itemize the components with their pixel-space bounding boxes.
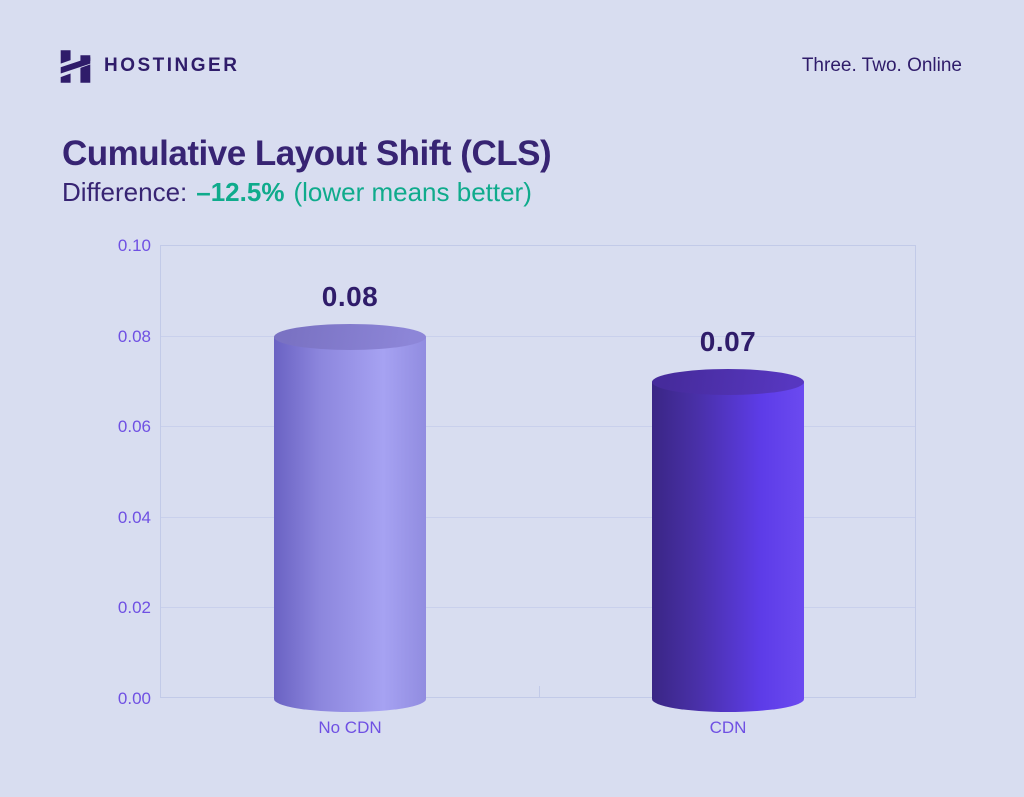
chart-title: Cumulative Layout Shift (CLS) bbox=[62, 134, 552, 173]
x-tick-label-cdn: CDN bbox=[709, 718, 747, 737]
y-tick-label: 0.04 bbox=[117, 508, 151, 527]
brand-name: HOSTINGER bbox=[104, 55, 240, 76]
gridline bbox=[161, 607, 915, 608]
subtitle-note: (lower means better) bbox=[293, 177, 532, 207]
brand: HOSTINGER bbox=[60, 49, 240, 83]
y-tick-label: 0.08 bbox=[117, 327, 151, 346]
y-tick-label: 0.06 bbox=[117, 417, 151, 436]
x-axis-tick bbox=[539, 686, 540, 697]
subtitle-prefix: Difference: bbox=[62, 177, 188, 207]
gridline bbox=[161, 517, 915, 518]
bar-cylinder-cdn-body bbox=[652, 382, 804, 699]
bar-value-label-cdn: 0.07 bbox=[699, 326, 757, 357]
hostinger-logo-icon bbox=[60, 49, 91, 83]
y-tick-label: 0.02 bbox=[117, 598, 151, 617]
bar-cylinder-no-cdn-cap top-cap bbox=[274, 324, 426, 350]
bar-cylinder-no-cdn-body bbox=[274, 337, 426, 699]
gridline bbox=[161, 336, 915, 337]
bar-value-label-no-cdn: 0.08 bbox=[321, 281, 379, 312]
chart-subtitle: Difference: –12.5% (lower means better) bbox=[62, 177, 532, 208]
tagline: Three. Two. Online bbox=[801, 55, 962, 76]
x-tick-label-no-cdn: No CDN bbox=[318, 718, 382, 737]
plot-area: 0.10 0.08 0.06 0.04 0.02 0.00 0.08 No CDN 0.07 CD… bbox=[118, 236, 916, 737]
y-tick-label: 0.10 bbox=[117, 236, 151, 255]
y-tick-label: 0.00 bbox=[117, 689, 151, 708]
chart: 0.10 0.08 0.06 0.04 0.02 0.00 0.08 No CDN 0.07 CD… bbox=[0, 236, 1024, 765]
header: HOSTINGER Three. Two. Online bbox=[60, 46, 962, 86]
gridline bbox=[161, 426, 915, 427]
bar-cylinder-cdn-cap top-cap bbox=[652, 369, 804, 395]
difference-value: –12.5% bbox=[196, 177, 285, 207]
